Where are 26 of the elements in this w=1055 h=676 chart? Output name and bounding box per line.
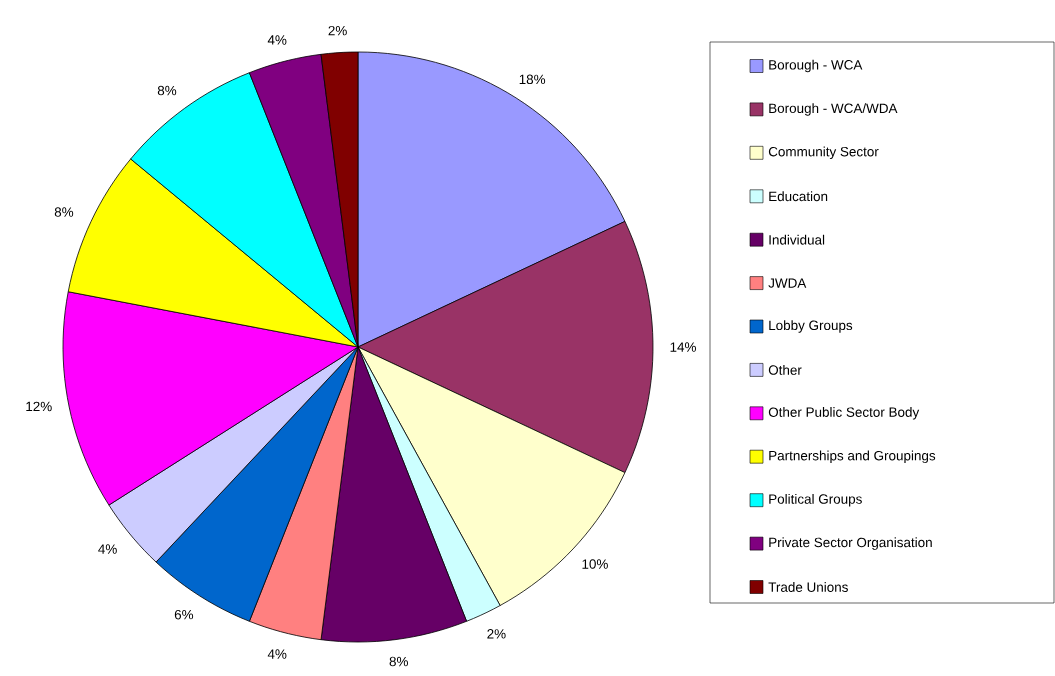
data-label: 4% xyxy=(267,649,287,659)
legend-label: Trade Unions xyxy=(768,582,848,592)
data-label: 2% xyxy=(487,629,506,639)
data-label: 18% xyxy=(519,74,546,85)
data-label: 14% xyxy=(670,342,696,352)
legend-label: Lobby Groups xyxy=(769,320,853,333)
data-label: 6% xyxy=(174,609,194,620)
data-label: 10% xyxy=(582,559,608,569)
legend-label: Private Sector Organisation xyxy=(769,537,932,550)
legend-label: Community Sector xyxy=(768,146,879,160)
legend-label: Borough - WCA/WDA xyxy=(769,103,898,116)
legend-label: Education xyxy=(769,191,828,202)
data-label: 8% xyxy=(389,656,408,667)
data-label: 8% xyxy=(54,207,74,217)
legend-label: Political Groups xyxy=(769,493,862,507)
legend-label: Other xyxy=(768,364,802,375)
data-label: 2% xyxy=(328,25,347,36)
legend-label: Partnerships and Groupings xyxy=(769,450,936,464)
data-label: 8% xyxy=(157,85,177,96)
legend-label: Borough - WCA xyxy=(769,59,863,73)
data-label: 4% xyxy=(267,35,287,45)
legend-label: Other Public Sector Body xyxy=(768,407,920,420)
data-label: 4% xyxy=(98,544,117,554)
data-label: 12% xyxy=(26,401,52,412)
legend-label: JWDA xyxy=(768,278,807,288)
legend-label: Individual xyxy=(769,234,825,245)
